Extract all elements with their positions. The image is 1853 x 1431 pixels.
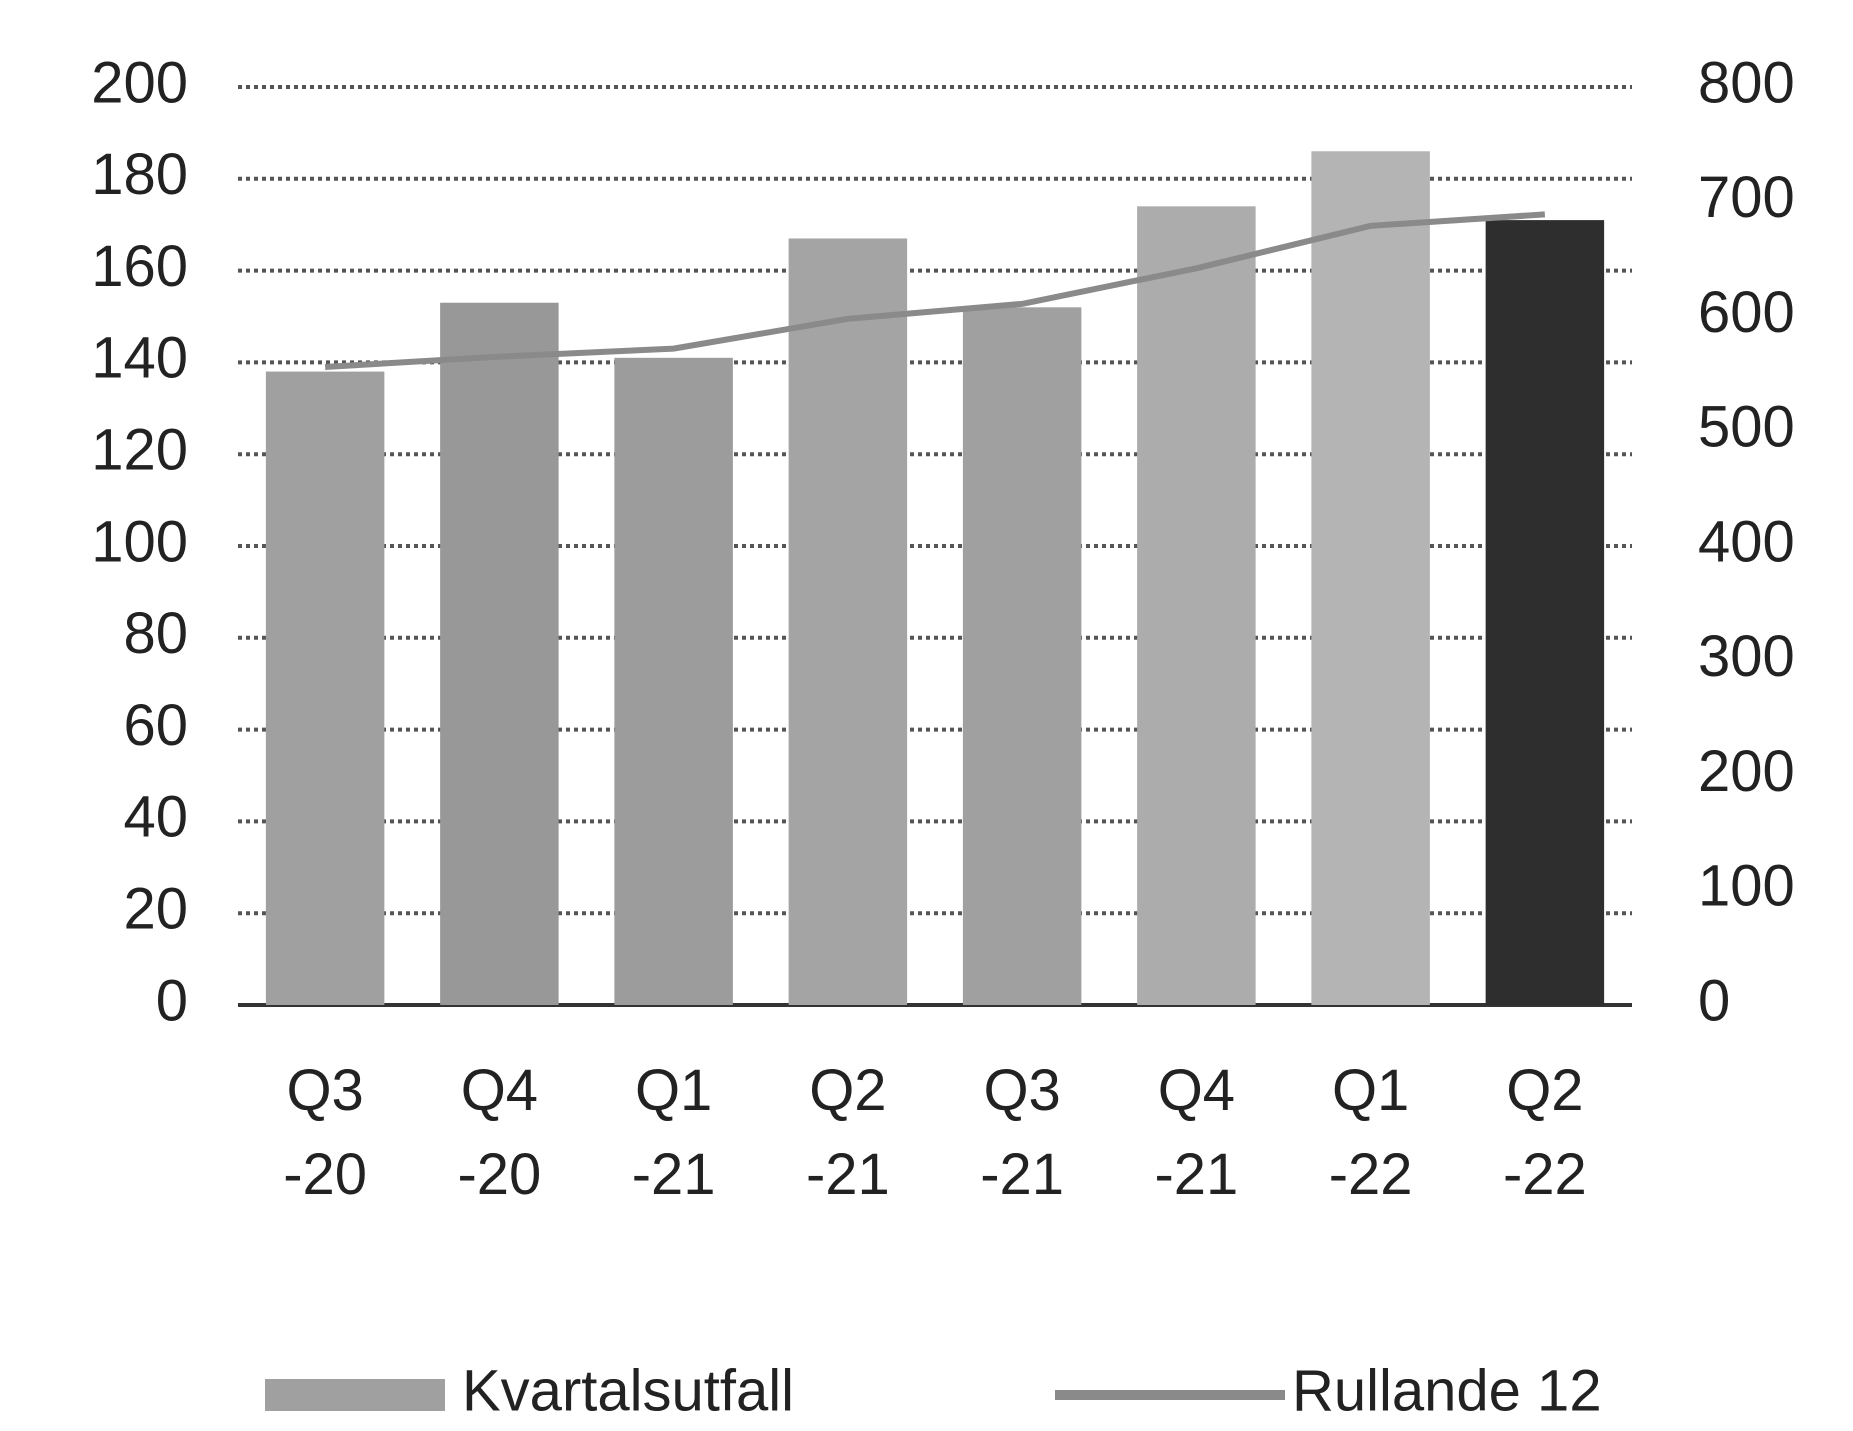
bar	[962, 307, 1082, 1005]
y2-tick-label: 600	[1698, 280, 1795, 345]
x-tick-label: Q1 -22	[1329, 1058, 1413, 1207]
y-tick-label: 200	[91, 50, 188, 115]
y-tick-label: 120	[91, 418, 188, 483]
y2-tick-label: 500	[1698, 395, 1795, 460]
x-tick-label-line: -21	[1154, 1142, 1238, 1207]
y-tick-label: 140	[91, 326, 188, 391]
x-tick-label-line: -20	[283, 1142, 367, 1207]
y-tick-label: 0	[156, 968, 188, 1033]
x-tick-label-line: Q4	[1158, 1058, 1235, 1123]
x-tick-label-line: Q1	[1332, 1058, 1409, 1123]
y2-tick-label: 800	[1698, 50, 1795, 115]
y2-tick-label: 400	[1698, 509, 1795, 574]
legend-label: Rullande 12	[1292, 1358, 1602, 1423]
x-tick-label-line: -21	[980, 1142, 1064, 1207]
bar	[614, 357, 733, 1005]
x-tick-label-line: Q1	[635, 1058, 712, 1123]
line	[324, 211, 1546, 370]
y2-tick-label: 200	[1698, 739, 1795, 804]
y2-tick-label: 300	[1698, 624, 1795, 689]
x-tick-label: Q1 -21	[632, 1058, 716, 1207]
y-tick-label: 60	[123, 693, 188, 758]
legend-label: Kvartalsutfall	[462, 1358, 794, 1423]
y-tick-label: 180	[91, 142, 188, 207]
x-tick-label-line: Q2	[1506, 1058, 1583, 1123]
x-tick-label: Q4 -20	[457, 1058, 541, 1207]
bar	[788, 238, 908, 1006]
x-tick-label-line: Q4	[461, 1058, 538, 1123]
y-tick-label: 40	[123, 785, 188, 850]
y-tick-label: 80	[123, 601, 188, 666]
x-tick-label-line: -20	[457, 1142, 541, 1207]
legend-swatch	[265, 1379, 445, 1411]
x-tick-label-line: -22	[1329, 1142, 1413, 1207]
bar	[1137, 206, 1256, 1006]
x-tick-label: Q3 -20	[283, 1058, 367, 1207]
bar	[265, 371, 385, 1006]
x-tick-label-line: -22	[1503, 1142, 1587, 1207]
y2-tick-label: 700	[1698, 165, 1795, 230]
x-tick-label: Q2 -22	[1503, 1058, 1587, 1207]
x-tick-label-line: -21	[806, 1142, 890, 1207]
x-tick-label-line: Q3	[983, 1058, 1060, 1123]
x-tick-label-line: -21	[632, 1142, 716, 1207]
bar	[1485, 220, 1605, 1006]
x-tick-label-line: Q2	[809, 1058, 886, 1123]
x-tick-label: Q2 -21	[806, 1058, 890, 1207]
y2-tick-label: 0	[1698, 968, 1730, 1033]
x-tick-label: Q4 -21	[1154, 1058, 1238, 1207]
bar	[440, 302, 559, 1006]
y-tick-label: 160	[91, 234, 188, 299]
bar	[1311, 151, 1430, 1005]
y2-tick-label: 100	[1698, 854, 1795, 919]
x-tick-label: Q3 -21	[980, 1058, 1064, 1207]
x-tick-label-line: Q3	[286, 1058, 363, 1123]
y-tick-label: 100	[91, 509, 188, 574]
y-tick-label: 20	[123, 877, 188, 942]
